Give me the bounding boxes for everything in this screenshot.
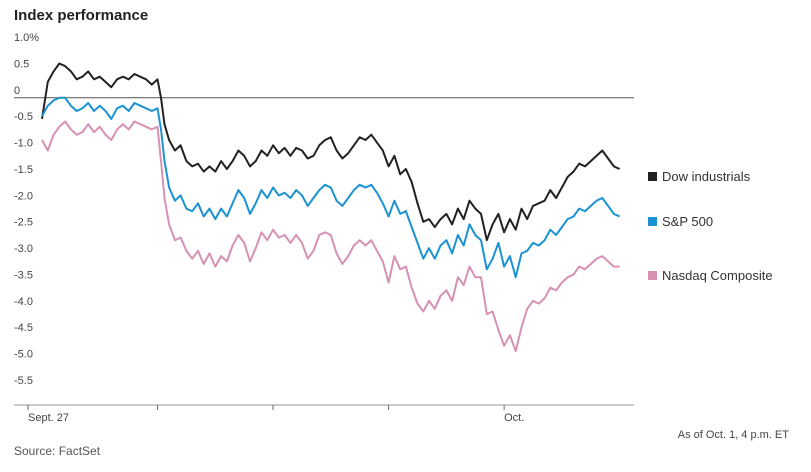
y-tick-label: 0.5 [14, 58, 29, 70]
y-tick-label: 0 [14, 85, 20, 97]
y-tick-label: 1.0% [14, 32, 39, 44]
source-note: Source: FactSet [14, 444, 101, 458]
y-tick-label: -4.0 [14, 296, 33, 308]
as-of-note: As of Oct. 1, 4 p.m. ET [677, 429, 789, 441]
legend-label-0: Dow industrials [662, 169, 751, 184]
y-tick-label: -1.0 [14, 138, 33, 150]
y-tick-label: -5.5 [14, 375, 33, 387]
y-tick-label: -1.5 [14, 164, 33, 176]
y-tick-label: -5.0 [14, 349, 33, 361]
y-axis-ticks: 1.0% 0.5 0 -0.5 -1.0 -1.5 -2.0 -2.5 -3.0 -3.5 -4.0… [14, 32, 39, 387]
x-tick-label: Oct. [504, 412, 524, 424]
legend-label-2: Nasdaq Composite [662, 268, 773, 283]
series-line-0 [41, 62, 621, 242]
chart-title: Index performance [14, 7, 149, 24]
y-tick-label: -4.5 [14, 322, 33, 334]
legend-swatch-2 [648, 271, 657, 280]
legend-label-1: S&P 500 [662, 214, 713, 229]
y-tick-label: -0.5 [14, 111, 33, 123]
series-lines [41, 62, 621, 353]
legend: Dow industrials S&P 500 Nasdaq Composite [648, 169, 773, 283]
y-tick-label: -2.0 [14, 190, 33, 202]
y-tick-label: -3.5 [14, 269, 33, 281]
series-line-2 [41, 120, 620, 353]
legend-swatch-0 [648, 172, 657, 181]
y-tick-label: -2.5 [14, 217, 33, 229]
x-axis: Sept. 27 Oct. [14, 404, 634, 424]
series-line-1 [41, 96, 621, 279]
y-tick-label: -3.0 [14, 243, 33, 255]
legend-swatch-1 [648, 217, 657, 226]
x-tick-label: Sept. 27 [28, 412, 69, 424]
